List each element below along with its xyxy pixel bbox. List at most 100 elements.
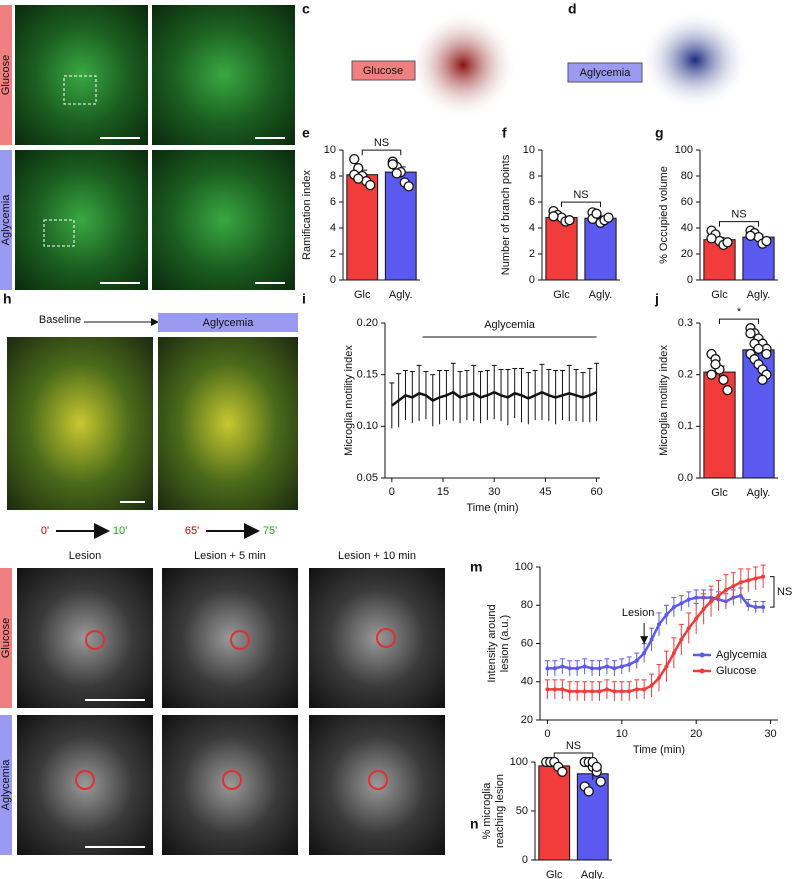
lesion-marker (368, 770, 388, 790)
data-marker (590, 666, 595, 671)
data-point (564, 215, 575, 226)
condition-label: Aglycemia (580, 67, 632, 79)
panel-letter: d (568, 1, 577, 17)
micrograph (7, 337, 153, 510)
panel-letter: h (3, 291, 12, 307)
timeline-label: Baseline (39, 314, 81, 326)
row-band (0, 715, 12, 855)
y-axis-title: Ramification index (301, 170, 313, 260)
micrograph (15, 150, 148, 290)
panel-letter: m (470, 559, 482, 575)
data-marker (567, 666, 572, 671)
y-tick-label: 100 (675, 144, 693, 156)
micrograph (162, 715, 298, 855)
cell-reconstruction (408, 10, 518, 120)
row-label: Glucose (0, 55, 12, 95)
data-marker (642, 687, 647, 692)
y-axis-title: reaching lesion (494, 774, 506, 848)
data-marker (664, 664, 669, 669)
micrograph (17, 715, 153, 855)
x-tick-label: Glc (711, 289, 728, 301)
data-marker (671, 651, 676, 656)
data-marker (694, 595, 699, 600)
data-point (753, 343, 764, 354)
data-marker (746, 603, 751, 608)
data-point (365, 179, 376, 191)
data-marker (612, 689, 617, 694)
data-marker (731, 584, 736, 589)
timeline-label: Aglycemia (203, 317, 255, 329)
x-axis-title: Time (min) (633, 744, 685, 756)
panel-letter: e (302, 125, 310, 141)
x-tick-label: 60 (590, 486, 602, 498)
row-label: Aglycemia (0, 194, 12, 246)
significance-label: * (737, 306, 742, 318)
y-tick-label: 40 (681, 222, 693, 234)
data-marker (761, 605, 766, 610)
column-label: Lesion + 5 min (194, 550, 266, 562)
y-tick-label: 8 (330, 170, 336, 182)
y-tick-label: 0.20 (357, 317, 378, 329)
data-point (548, 211, 559, 222)
data-point (722, 237, 733, 248)
data-marker (753, 605, 758, 610)
y-axis-title: Intensity around (486, 604, 498, 682)
x-tick-label: 10 (616, 728, 628, 740)
panel-letter: i (302, 291, 306, 307)
data-marker (552, 687, 557, 692)
data-marker (709, 599, 714, 604)
data-marker (582, 664, 587, 669)
data-marker (597, 689, 602, 694)
data-marker (686, 597, 691, 602)
y-tick-label: 0.15 (357, 369, 378, 381)
significance-bracket (719, 221, 759, 227)
micrograph (152, 150, 295, 290)
micrograph (152, 5, 295, 145)
micrograph (15, 5, 148, 145)
significance-bracket (770, 576, 775, 608)
x-tick-label: 45 (539, 486, 551, 498)
y-tick-label: 0.10 (357, 420, 378, 432)
data-marker (604, 687, 609, 692)
y-tick-label: 0 (330, 274, 336, 286)
data-marker (746, 578, 751, 583)
y-tick-label: 6 (330, 196, 336, 208)
x-tick-label: 15 (437, 486, 449, 498)
data-marker (604, 664, 609, 669)
time-label: 0' (41, 525, 49, 537)
y-tick-label: 0.05 (357, 472, 378, 484)
y-tick-label: 0 (687, 274, 693, 286)
data-marker (686, 626, 691, 631)
data-marker (716, 593, 721, 598)
significance-bracket (561, 201, 601, 208)
x-tick-label: 30 (764, 728, 776, 740)
lesion-marker (75, 770, 95, 790)
row-band (0, 150, 12, 290)
data-marker (694, 616, 699, 621)
data-marker (545, 666, 550, 671)
significance-bracket (719, 318, 759, 325)
x-tick-label: Glc (354, 289, 371, 301)
x-tick-label: Agly. (747, 487, 771, 499)
data-point (595, 776, 606, 787)
roi-box (63, 75, 97, 105)
significance-label: NS (777, 586, 792, 598)
y-tick-label: 6 (529, 196, 535, 208)
data-point (349, 153, 360, 165)
y-axis-title: Microglia motility index (343, 345, 355, 456)
data-marker (723, 587, 728, 592)
significance-bracket (361, 149, 402, 156)
time-label: 65' (185, 525, 199, 537)
x-tick-label: Agly. (747, 289, 771, 301)
y-tick-label: 0.3 (678, 317, 693, 329)
y-tick-label: 20 (681, 248, 693, 260)
y-tick-label: 4 (330, 222, 336, 234)
data-point (403, 181, 414, 192)
data-marker (575, 666, 580, 671)
x-tick-label: 30 (488, 486, 500, 498)
data-marker (642, 651, 647, 656)
x-tick-label: 20 (690, 728, 702, 740)
row-label: Glucose (0, 618, 12, 658)
data-point (761, 348, 772, 360)
